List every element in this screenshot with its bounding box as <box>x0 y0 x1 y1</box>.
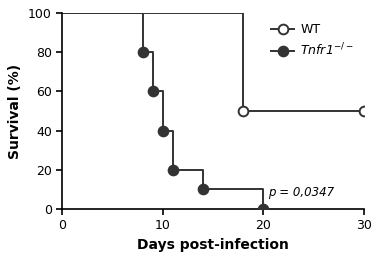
Y-axis label: Survival (%): Survival (%) <box>8 63 22 159</box>
Legend: WT, Tnfr1$^{-/-}$: WT, Tnfr1$^{-/-}$ <box>268 20 358 62</box>
X-axis label: Days post-infection: Days post-infection <box>137 238 289 252</box>
Text: p = 0,0347: p = 0,0347 <box>268 186 334 199</box>
